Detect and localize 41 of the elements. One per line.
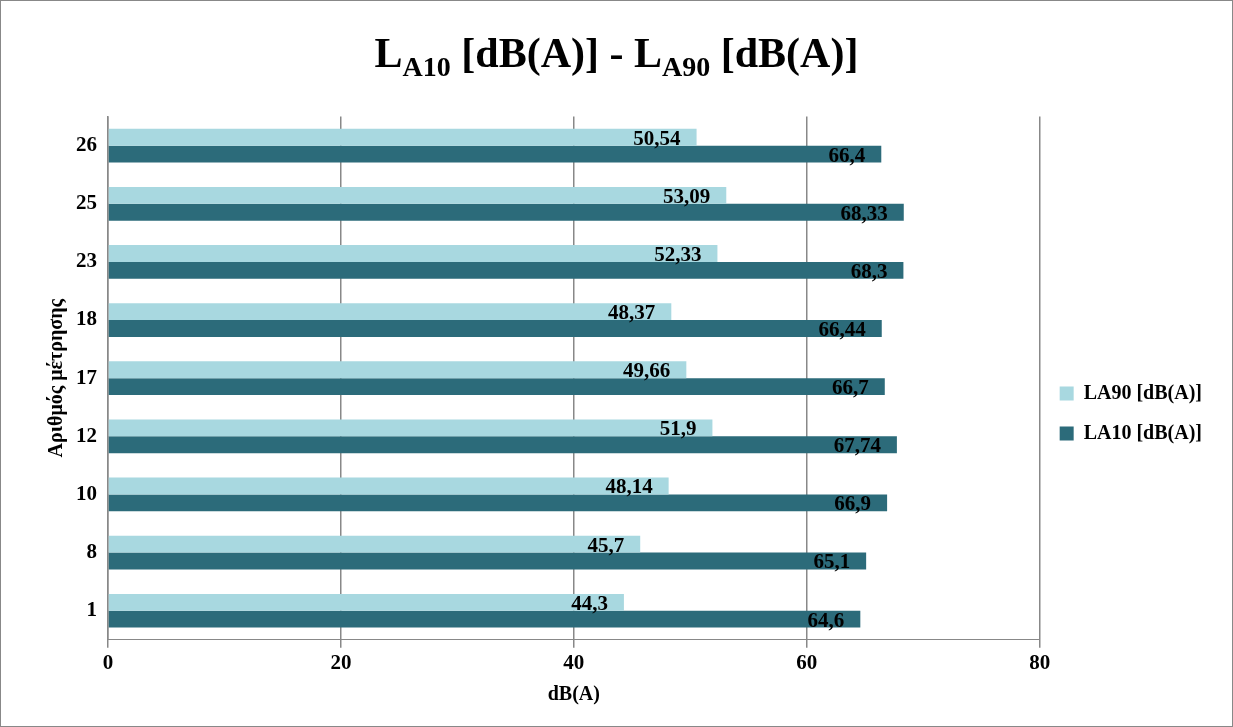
bar	[108, 303, 672, 321]
y-axis-title: Αριθμός μέτρησης	[44, 298, 68, 458]
y-tick-label: 12	[76, 422, 97, 447]
chart-title: L$_{A10}$ [dB(A)] - L$_{A90}$ [dB(A)]	[373, 29, 860, 84]
legend-label: LA90 [dB(A)]	[1083, 380, 1203, 404]
data-label: 49,66	[623, 358, 671, 383]
data-label: 50,54	[633, 125, 682, 150]
data-label: 64,6	[807, 607, 845, 632]
x-tick-label: 80	[1029, 649, 1051, 674]
x-tick-label: 40	[563, 649, 585, 674]
legend-label: LA10 [dB(A)]	[1083, 420, 1203, 444]
data-label: 44,3	[571, 590, 608, 615]
y-tick-label: 25	[76, 190, 97, 215]
data-label: 67,74	[833, 433, 882, 458]
data-label: 66,4	[828, 142, 866, 167]
data-label: 66,9	[834, 491, 872, 516]
data-label: 51,9	[659, 416, 697, 441]
y-tick-label: 8	[86, 539, 97, 564]
data-label: 68,33	[840, 200, 888, 225]
data-label: 48,14	[605, 474, 654, 499]
bar	[108, 477, 669, 495]
bar	[108, 419, 713, 437]
y-tick-label: 17	[76, 364, 97, 389]
x-tick-label: 60	[796, 649, 818, 674]
y-tick-label: 10	[76, 480, 97, 505]
data-label: 52,33	[654, 241, 702, 266]
y-tick-label: 1	[86, 597, 97, 622]
data-label: 65,1	[813, 549, 851, 574]
data-label: 66,7	[832, 375, 869, 400]
data-label: 66,44	[818, 316, 867, 341]
data-label: 45,7	[587, 532, 625, 557]
data-label: 68,3	[850, 258, 888, 283]
y-tick-label: 26	[76, 132, 97, 157]
data-label: 48,37	[608, 300, 656, 325]
x-tick-label: 0	[102, 649, 114, 674]
x-tick-label: 20	[330, 649, 352, 674]
y-tick-label: 23	[76, 248, 97, 273]
x-axis-title: dB(A)	[547, 682, 600, 706]
bar	[108, 361, 687, 379]
data-label: 53,09	[663, 183, 711, 208]
y-tick-label: 18	[76, 306, 97, 331]
